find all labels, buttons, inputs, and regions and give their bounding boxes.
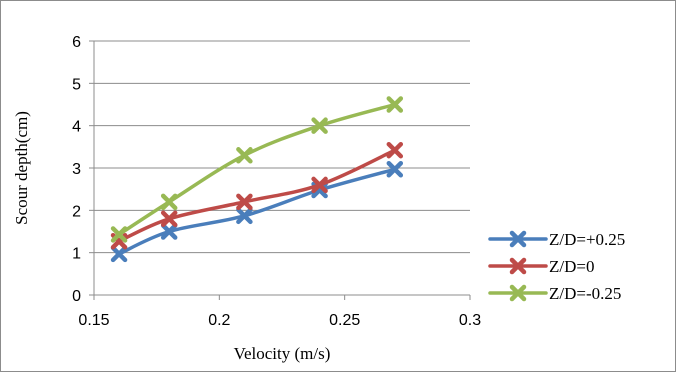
y-tick-label: 4	[72, 119, 81, 136]
legend-label: Z/D=+0.25	[549, 230, 625, 249]
legend-marker	[509, 284, 527, 302]
series-3	[110, 96, 404, 243]
y-tick-label: 3	[72, 161, 81, 178]
data-point	[160, 210, 178, 228]
data-point	[311, 176, 328, 194]
legend-marker	[509, 230, 527, 248]
legend-entry: Z/D=0	[488, 257, 594, 276]
series-group	[110, 96, 404, 263]
y-tick-label: 2	[72, 203, 81, 220]
data-point	[236, 207, 253, 225]
data-point	[386, 161, 404, 178]
legend-entry: Z/D=+0.25	[488, 230, 625, 249]
x-tick-label: 0.2	[208, 312, 230, 329]
legend-entry: Z/D=-0.25	[488, 284, 621, 303]
data-point	[160, 223, 178, 240]
data-point	[386, 96, 404, 113]
data-point	[236, 193, 253, 211]
series-line	[117, 167, 397, 256]
x-tick-label: 0.15	[78, 312, 109, 329]
data-point	[110, 245, 128, 263]
data-point	[311, 117, 328, 134]
series-2	[110, 141, 404, 250]
series-line	[117, 148, 397, 243]
legend-label: Z/D=-0.25	[549, 284, 621, 303]
tick-labels: 0 1 2 3 4 5 6 0.15 0.2 0.25 0.3	[72, 34, 481, 329]
data-point	[236, 147, 253, 164]
gridlines	[94, 40, 470, 254]
axes	[89, 40, 471, 300]
y-tick-label: 5	[72, 76, 81, 93]
data-point	[110, 226, 128, 243]
data-point	[160, 193, 178, 211]
x-axis-title: Velocity (m/s)	[234, 344, 331, 363]
legend-label: Z/D=0	[549, 257, 594, 276]
legend: Z/D=+0.25 Z/D=0 Z/D=-0.25	[488, 230, 625, 303]
legend-marker	[509, 257, 527, 275]
x-tick-label: 0.3	[459, 312, 481, 329]
x-tick-label: 0.25	[329, 312, 360, 329]
data-point	[386, 141, 404, 159]
y-tick-label: 6	[72, 34, 81, 51]
y-axis-title: Scour depth(cm)	[12, 111, 31, 225]
y-tick-label: 0	[72, 288, 81, 305]
y-tick-label: 1	[72, 246, 81, 263]
